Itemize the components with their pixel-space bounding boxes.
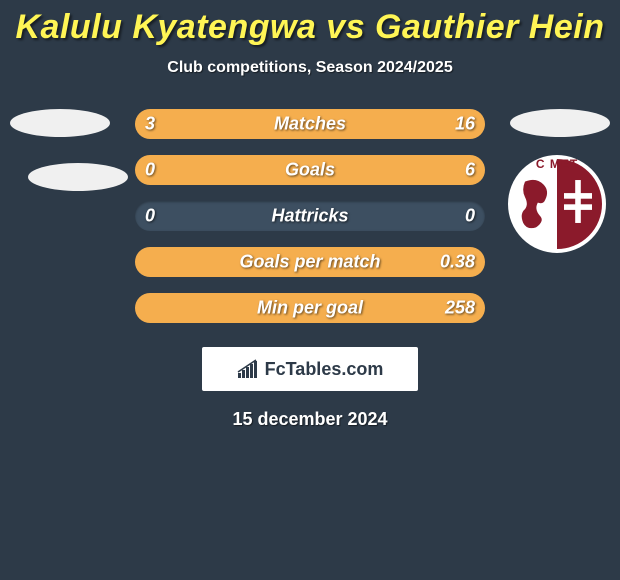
- bar-track: 0 Hattricks 0: [135, 201, 485, 231]
- bar-track: 0 Goals 6: [135, 155, 485, 185]
- stat-row: 0 Hattricks 0: [0, 201, 620, 247]
- stat-value-left: 0: [145, 206, 155, 227]
- stat-value-right: 6: [465, 160, 475, 181]
- bar-track: 3 Matches 16: [135, 109, 485, 139]
- chart-icon: [237, 359, 259, 379]
- stat-value-left: 3: [145, 114, 155, 135]
- watermark-text: FcTables.com: [265, 359, 384, 380]
- club-placeholder-icon: [28, 163, 128, 191]
- stat-value-right: 16: [455, 114, 475, 135]
- subtitle: Club competitions, Season 2024/2025: [0, 59, 620, 77]
- stat-label: Hattricks: [271, 206, 348, 227]
- club-badge-left: [8, 163, 112, 191]
- club-placeholder-icon: [10, 109, 110, 137]
- stat-row: 0 Goals 6 C MET: [0, 155, 620, 201]
- comparison-infographic: Kalulu Kyatengwa vs Gauthier Hein Club c…: [0, 0, 620, 580]
- stat-row: Goals per match 0.38: [0, 247, 620, 293]
- stat-label: Min per goal: [257, 298, 363, 319]
- club-badge-right: [508, 109, 612, 137]
- bar-fill-left: [135, 109, 191, 139]
- watermark: FcTables.com: [202, 347, 418, 391]
- bar-track: Goals per match 0.38: [135, 247, 485, 277]
- stat-value-right: 0: [465, 206, 475, 227]
- page-title: Kalulu Kyatengwa vs Gauthier Hein: [0, 0, 620, 47]
- stat-row: Min per goal 258: [0, 293, 620, 339]
- stat-label: Matches: [274, 114, 346, 135]
- stat-value-right: 258: [445, 298, 475, 319]
- club-placeholder-icon: [510, 109, 610, 137]
- bar-track: Min per goal 258: [135, 293, 485, 323]
- stat-label: Goals: [285, 160, 335, 181]
- stat-value-left: 0: [145, 160, 155, 181]
- stat-label: Goals per match: [239, 252, 380, 273]
- date-text: 15 december 2024: [0, 409, 620, 430]
- club-badge-left: [8, 109, 112, 137]
- stat-value-right: 0.38: [440, 252, 475, 273]
- stats-area: 3 Matches 16 0 Goals 6 C MET: [0, 109, 620, 339]
- stat-row: 3 Matches 16: [0, 109, 620, 155]
- badge-text: C MET: [536, 157, 578, 171]
